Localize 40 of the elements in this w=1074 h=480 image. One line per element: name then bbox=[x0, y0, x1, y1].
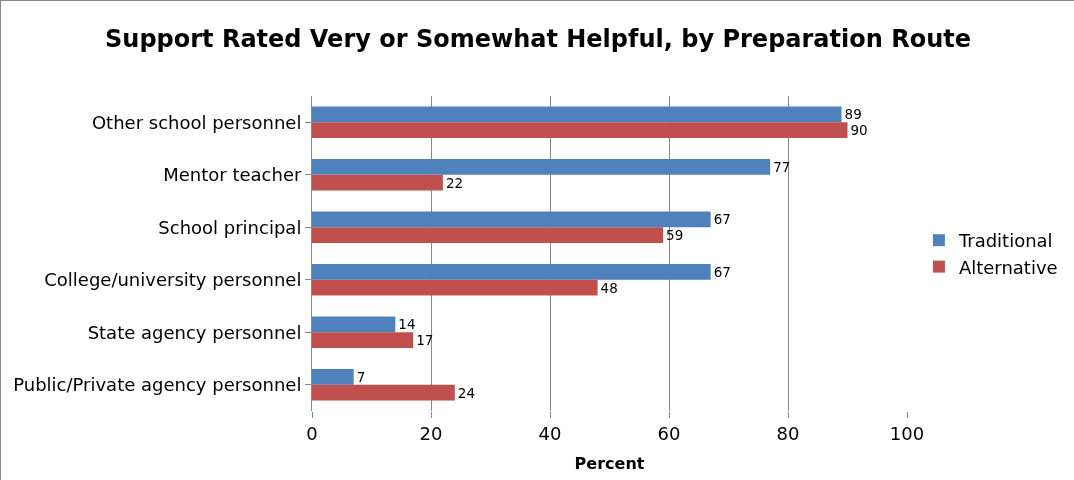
bar bbox=[312, 174, 443, 191]
data-label: 67 bbox=[713, 263, 731, 280]
chart-title: Support Rated Very or Somewhat Helpful, by Preparation Route bbox=[105, 24, 971, 53]
x-tick-label: 100 bbox=[889, 422, 925, 444]
data-label: 22 bbox=[445, 174, 464, 191]
y-tick-label: Other school personnel bbox=[91, 111, 302, 133]
data-label: 59 bbox=[666, 227, 684, 243]
x-tick-label: 20 bbox=[419, 422, 443, 444]
bar bbox=[312, 106, 842, 123]
y-tick-label: School principal bbox=[158, 216, 302, 238]
bar bbox=[312, 369, 354, 385]
x-tick-label: 60 bbox=[657, 422, 681, 444]
legend-label: Alternative bbox=[958, 256, 1058, 278]
bar bbox=[312, 384, 455, 401]
data-label: 90 bbox=[850, 122, 868, 138]
y-tick-label: College/university personnel bbox=[44, 269, 302, 291]
y-tick-label: Mentor teacher bbox=[163, 164, 302, 186]
x-tick-label: 80 bbox=[776, 422, 800, 444]
y-tick-label: Public/Private agency personnel bbox=[13, 374, 302, 396]
bar bbox=[312, 211, 711, 228]
bar bbox=[312, 122, 848, 138]
x-tick-label: 0 bbox=[306, 422, 318, 444]
legend-label: Traditional bbox=[957, 230, 1053, 252]
data-label: 7 bbox=[356, 368, 366, 385]
data-label: 48 bbox=[600, 279, 618, 296]
data-label: 67 bbox=[713, 211, 731, 228]
bar bbox=[312, 227, 664, 243]
bar bbox=[312, 316, 396, 333]
data-label: 77 bbox=[773, 158, 791, 175]
bar bbox=[312, 159, 771, 175]
x-axis-title: Percent bbox=[574, 454, 645, 473]
data-label: 17 bbox=[416, 332, 434, 348]
data-label: 89 bbox=[844, 106, 862, 123]
data-label: 24 bbox=[457, 384, 475, 401]
data-label: 14 bbox=[398, 316, 416, 333]
x-tick-label: 40 bbox=[538, 422, 562, 444]
bar bbox=[312, 279, 598, 296]
bar bbox=[312, 332, 414, 348]
bar bbox=[312, 264, 711, 280]
y-tick-label: State agency personnel bbox=[87, 321, 302, 343]
